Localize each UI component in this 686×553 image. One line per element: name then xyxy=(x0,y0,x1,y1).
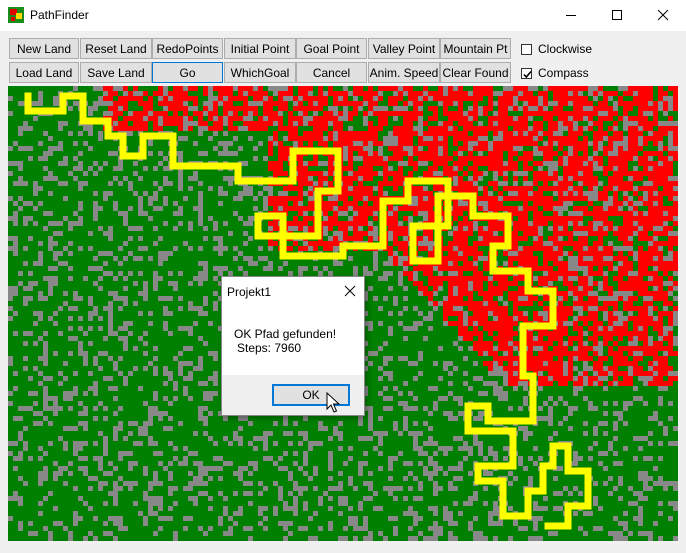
new-land-button[interactable]: New Land xyxy=(9,38,79,59)
dialog-title: Projekt1 xyxy=(227,285,272,299)
title-bar: PathFinder xyxy=(0,0,686,31)
load-land-button[interactable]: Load Land xyxy=(9,62,79,83)
close-icon[interactable] xyxy=(344,285,356,297)
save-land-button[interactable]: Save Land xyxy=(80,62,152,83)
initial-point-button[interactable]: Initial Point xyxy=(224,38,296,59)
go-button[interactable]: Go xyxy=(152,62,223,83)
close-button[interactable] xyxy=(640,0,686,30)
clockwise-label: Clockwise xyxy=(538,42,593,56)
dialog-body: OK Pfad gefunden! Steps: 7960 xyxy=(222,305,364,375)
checkmark-icon xyxy=(523,70,532,78)
compass-checkbox[interactable]: Compass xyxy=(521,66,589,80)
which-goal-button[interactable]: WhichGoal xyxy=(224,62,296,83)
close-icon xyxy=(657,9,669,21)
window-title: PathFinder xyxy=(30,8,89,22)
minimize-button[interactable] xyxy=(548,0,594,30)
dialog-steps: Steps: 7960 xyxy=(237,341,302,355)
compass-checkbox-box[interactable] xyxy=(521,67,532,79)
reset-land-button[interactable]: Reset Land xyxy=(80,38,152,59)
found-path xyxy=(24,92,592,530)
minimize-icon xyxy=(566,15,576,16)
app-icon xyxy=(8,7,24,23)
clockwise-checkbox[interactable]: Clockwise xyxy=(521,42,592,56)
mouse-cursor-icon xyxy=(326,392,340,413)
dialog-message: OK Pfad gefunden! xyxy=(234,327,337,341)
maximize-icon xyxy=(612,10,622,20)
redo-points-button[interactable]: RedoPoints xyxy=(152,38,223,59)
toolbar: New Land Reset Land RedoPoints Initial P… xyxy=(0,31,686,86)
clockwise-checkbox-box[interactable] xyxy=(521,43,532,55)
cancel-button[interactable]: Cancel xyxy=(296,62,367,83)
message-dialog: Projekt1 OK Pfad gefunden! Steps: 7960 O… xyxy=(221,276,365,416)
anim-speed-button[interactable]: Anim. Speed xyxy=(368,62,440,83)
valley-point-button[interactable]: Valley Point xyxy=(368,38,440,59)
dialog-title-bar: Projekt1 xyxy=(222,277,364,305)
goal-point-button[interactable]: Goal Point xyxy=(296,38,367,59)
mountain-point-button[interactable]: Mountain Pt xyxy=(440,38,511,59)
maximize-button[interactable] xyxy=(594,0,640,30)
clear-found-button[interactable]: Clear Found xyxy=(440,62,511,83)
compass-label: Compass xyxy=(538,66,589,80)
